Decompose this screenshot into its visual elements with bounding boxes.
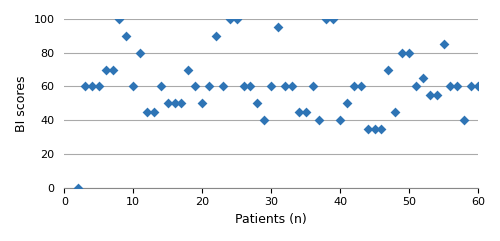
- Point: [384, 68, 392, 72]
- Point: [157, 85, 165, 88]
- Point: [281, 85, 289, 88]
- Point: [267, 85, 275, 88]
- Point: [184, 68, 192, 72]
- Point: [336, 118, 344, 122]
- Point: [364, 127, 372, 131]
- Point: [260, 118, 268, 122]
- Point: [143, 110, 151, 114]
- Point: [405, 51, 413, 55]
- Point: [192, 85, 200, 88]
- Point: [398, 51, 406, 55]
- Point: [467, 85, 475, 88]
- Point: [426, 93, 434, 97]
- Point: [432, 93, 440, 97]
- X-axis label: Patients (n): Patients (n): [236, 213, 307, 226]
- Point: [150, 110, 158, 114]
- Point: [454, 85, 462, 88]
- Point: [440, 42, 448, 46]
- Point: [343, 101, 351, 105]
- Point: [226, 17, 234, 21]
- Point: [460, 118, 468, 122]
- Point: [205, 85, 213, 88]
- Point: [357, 85, 365, 88]
- Point: [378, 127, 386, 131]
- Point: [88, 85, 96, 88]
- Point: [274, 26, 282, 29]
- Point: [95, 85, 103, 88]
- Point: [136, 51, 144, 55]
- Point: [370, 127, 378, 131]
- Point: [316, 118, 324, 122]
- Point: [412, 85, 420, 88]
- Point: [322, 17, 330, 21]
- Point: [108, 68, 116, 72]
- Point: [129, 85, 137, 88]
- Point: [419, 76, 427, 80]
- Point: [81, 85, 89, 88]
- Point: [288, 85, 296, 88]
- Point: [170, 101, 178, 105]
- Point: [392, 110, 400, 114]
- Point: [232, 17, 240, 21]
- Point: [178, 101, 186, 105]
- Point: [246, 85, 254, 88]
- Point: [198, 101, 206, 105]
- Point: [254, 101, 262, 105]
- Point: [219, 85, 227, 88]
- Point: [350, 85, 358, 88]
- Point: [102, 68, 110, 72]
- Point: [446, 85, 454, 88]
- Point: [240, 85, 248, 88]
- Point: [294, 110, 302, 114]
- Point: [302, 110, 310, 114]
- Point: [308, 85, 316, 88]
- Point: [164, 101, 172, 105]
- Point: [122, 34, 130, 38]
- Point: [212, 34, 220, 38]
- Point: [74, 186, 82, 190]
- Point: [116, 17, 124, 21]
- Y-axis label: BI scores: BI scores: [15, 75, 28, 132]
- Point: [329, 17, 337, 21]
- Point: [474, 85, 482, 88]
